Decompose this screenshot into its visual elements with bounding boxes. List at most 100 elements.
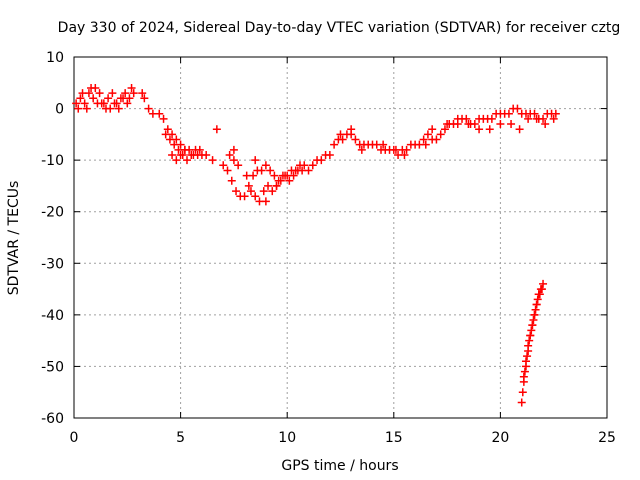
series-afternoon-plateau [330, 125, 441, 159]
data-point [229, 145, 238, 154]
data-point [513, 104, 522, 113]
data-point [121, 89, 130, 98]
data-point [261, 197, 270, 206]
x-tick-label: 15 [385, 430, 403, 446]
axis-ticks: 0 5 10 15 20 25 10 0 -10 -20 -30 -40 -50 -60 [41, 50, 616, 446]
data-point [336, 130, 345, 139]
data-point [270, 171, 279, 180]
data-point [106, 104, 115, 113]
data-point [74, 104, 83, 113]
data-point [108, 89, 117, 98]
series-evening-rise [436, 104, 560, 139]
data-point [246, 187, 255, 196]
data-point [347, 125, 356, 134]
y-axis-label: SDTVAR / TECUs [6, 181, 22, 296]
grid [74, 57, 607, 418]
data-point [110, 99, 119, 108]
data-point [537, 285, 546, 294]
chart-title: Day 330 of 2024, Sidereal Day-to-day VTE… [58, 20, 621, 36]
y-tick-label: -60 [41, 411, 64, 427]
data-point [76, 94, 85, 103]
data-point [219, 161, 228, 170]
data-point [523, 352, 532, 361]
data-point [496, 120, 505, 129]
data-point [119, 94, 128, 103]
data-point [78, 89, 87, 98]
data-point [225, 150, 234, 159]
data-point [140, 94, 149, 103]
data-point [257, 166, 266, 175]
data-point [518, 388, 527, 397]
data-point [80, 99, 89, 108]
y-tick-label: -30 [41, 256, 64, 272]
data-point [227, 176, 236, 185]
data-point [539, 279, 548, 288]
data-point [281, 171, 290, 180]
data-point [289, 171, 298, 180]
data-point [159, 114, 168, 123]
x-tick-label: 20 [491, 430, 509, 446]
data-point [423, 130, 432, 139]
data-point [155, 109, 164, 118]
data-point [264, 181, 273, 190]
data-point [285, 176, 294, 185]
series-midday-trough [219, 145, 334, 206]
data-point [187, 150, 196, 159]
data-point [527, 326, 536, 335]
data-point [272, 181, 281, 190]
data-point [266, 166, 275, 175]
data-point [520, 367, 529, 376]
data-point [259, 187, 268, 196]
data-point [172, 156, 181, 165]
data-point [72, 99, 81, 108]
data-point [180, 145, 189, 154]
data-point [300, 161, 309, 170]
data-point [229, 156, 238, 165]
data-point [464, 120, 473, 129]
data-point [261, 161, 270, 170]
data-point [443, 120, 452, 129]
data-point [317, 156, 326, 165]
y-tick-label: -20 [41, 205, 64, 221]
data-point [168, 150, 177, 159]
series-late-drop [517, 279, 548, 407]
series-morning-decline [138, 89, 221, 165]
y-tick-label: -40 [41, 308, 64, 324]
data-point [82, 104, 91, 113]
data-point [391, 145, 400, 154]
data-point [533, 295, 542, 304]
x-tick-label: 5 [176, 430, 185, 446]
data-point [176, 150, 185, 159]
data-point [202, 150, 211, 159]
data-point [541, 120, 550, 129]
y-tick-label: 0 [55, 102, 64, 118]
data-point [97, 99, 106, 108]
data-point [402, 145, 411, 154]
data-point [240, 192, 249, 201]
data-point [532, 300, 541, 309]
data-point [223, 166, 232, 175]
data-point [453, 114, 462, 123]
data-point [232, 187, 241, 196]
data-point [104, 94, 113, 103]
data-point [436, 130, 445, 139]
data-point [530, 109, 539, 118]
data-point [432, 135, 441, 144]
data-point [379, 140, 388, 149]
data-point [515, 125, 524, 134]
data-point [195, 145, 204, 154]
data-point [421, 140, 430, 149]
data-point [144, 104, 153, 113]
x-tick-label: 10 [278, 430, 296, 446]
data-point [208, 156, 217, 165]
data-point [551, 109, 560, 118]
data-point [251, 156, 260, 165]
data-point [182, 156, 191, 165]
data-point [487, 114, 496, 123]
data-point [298, 166, 307, 175]
data-point [251, 192, 260, 201]
data-point [532, 114, 541, 123]
data-point [95, 89, 104, 98]
data-point [114, 104, 123, 113]
